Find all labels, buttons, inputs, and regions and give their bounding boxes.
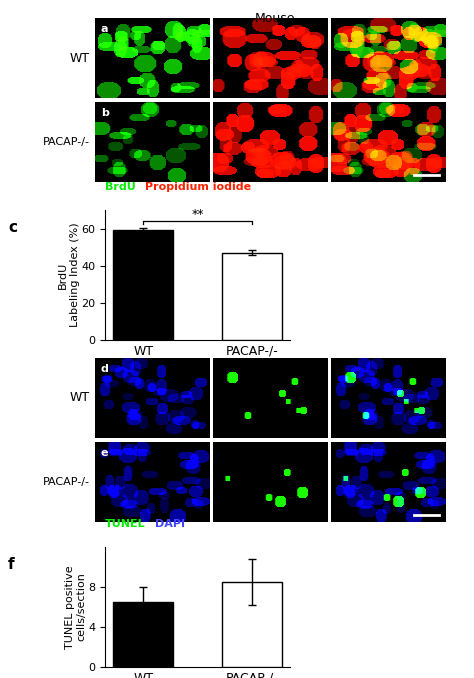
Text: d: d [101,364,109,374]
Text: Propidium iodide: Propidium iodide [145,182,251,192]
Y-axis label: TUNEL positive
cells/section: TUNEL positive cells/section [65,565,87,649]
Text: DAPI: DAPI [155,519,185,529]
Text: WT: WT [70,52,90,64]
Text: a: a [101,24,108,35]
Text: Mouse: Mouse [255,12,295,25]
Text: e: e [101,448,108,458]
Y-axis label: BrdU
Labeling Index (%): BrdU Labeling Index (%) [58,222,80,327]
Bar [113,231,173,340]
Text: BrdU: BrdU [105,182,136,192]
Text: TUNEL: TUNEL [105,519,146,529]
Text: f: f [8,557,15,572]
Text: b: b [101,108,109,119]
Text: **: ** [191,207,204,220]
Text: c: c [8,220,17,235]
Text: WT: WT [70,391,90,405]
Bar [222,253,282,340]
Bar [222,582,282,667]
Bar [113,602,173,667]
Text: PACAP-/-: PACAP-/- [43,137,90,147]
Text: PACAP-/-: PACAP-/- [43,477,90,487]
